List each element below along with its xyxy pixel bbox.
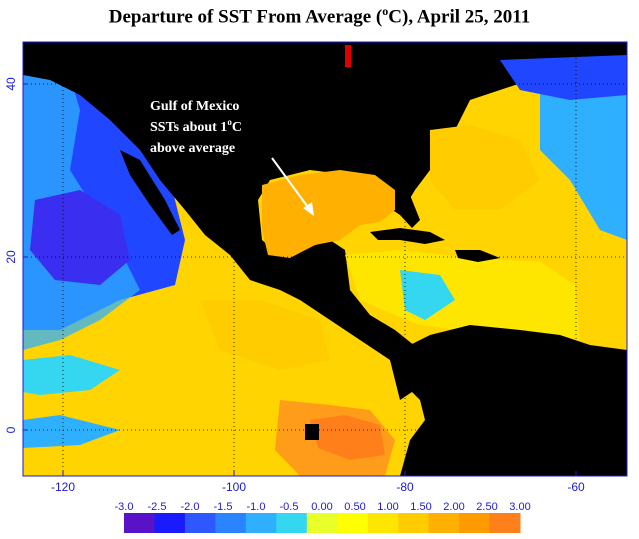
y-tick-1: 40	[4, 77, 28, 91]
pacific-hot-core	[310, 415, 385, 460]
atlantic-cool-anomaly	[540, 80, 627, 240]
florida-peninsula	[395, 190, 420, 228]
hispaniola-island	[455, 250, 500, 262]
gulf-of-mexico-anomaly	[262, 170, 395, 258]
y-tick-3: 0	[4, 426, 28, 433]
colorbar-swatch	[245, 513, 277, 533]
x-tick-2: -100	[222, 471, 246, 494]
caribbean-cool-patch	[400, 270, 455, 320]
annotation-arrowhead	[303, 202, 314, 216]
y-tick-label: 20	[4, 250, 18, 264]
atlantic-warm-patch	[430, 125, 540, 210]
y-tick-label: 40	[4, 77, 18, 91]
x-tick-label: -80	[396, 480, 414, 494]
colorbar-swatch	[276, 513, 308, 533]
colorbar-label: 1.50	[410, 501, 431, 513]
colorbar-label: -1.0	[247, 501, 266, 513]
grid-lines	[23, 42, 627, 476]
galapagos-islands	[305, 424, 319, 440]
colorbar-label: 2.00	[443, 501, 464, 513]
x-tick-3: -80	[396, 471, 414, 494]
colorbar: -3.0 -2.5 -2.0 -1.5 -1.0 -0.5 0.00 0.50 1.00 1.50…	[115, 501, 531, 533]
annotation-line-2: SSTs about 1oC	[150, 117, 242, 135]
pacific-warm-patch	[200, 300, 330, 370]
colorbar-swatch	[428, 513, 460, 533]
x-tick-label: -100	[222, 480, 246, 494]
colorbar-label: -2.0	[181, 501, 200, 513]
red-anomaly-mark	[345, 45, 351, 67]
x-tick-label: -120	[51, 480, 75, 494]
south-america-land	[390, 325, 627, 476]
x-axis: -120 -100 -80 -60	[51, 471, 585, 494]
colorbar-swatch	[489, 513, 521, 533]
colorbar-label: 3.00	[509, 501, 530, 513]
annotation-line-1: Gulf of Mexico	[150, 99, 239, 114]
colorbar-swatch	[337, 513, 369, 533]
colorbar-swatch	[398, 513, 430, 533]
colorbar-label: -3.0	[115, 501, 134, 513]
pacific-deep-cold-patch	[30, 190, 130, 285]
y-axis: 40 20 0	[4, 77, 28, 433]
x-tick-4: -60	[567, 471, 585, 494]
colorbar-label: -0.5	[280, 501, 299, 513]
colorbar-swatch	[124, 513, 155, 533]
pacific-cool-strip	[23, 355, 120, 395]
annotation-line-3: above average	[150, 141, 235, 156]
y-tick-2: 20	[4, 250, 28, 264]
colorbar-label: 0.50	[344, 501, 365, 513]
colorbar-label: 0.00	[311, 501, 332, 513]
colorbar-swatch	[367, 513, 399, 533]
colorbar-label: 2.50	[476, 501, 497, 513]
pacific-cool-strip-2	[23, 415, 120, 448]
map-plot-area: Gulf of Mexico SSTs about 1oC above aver…	[23, 42, 627, 476]
colorbar-swatch	[215, 513, 247, 533]
y-tick-label: 0	[4, 426, 18, 433]
colorbar-swatch	[459, 513, 491, 533]
colorbar-label: 1.00	[377, 501, 398, 513]
north-america-land	[23, 42, 627, 400]
baja-peninsula	[120, 150, 180, 235]
x-tick-1: -120	[51, 471, 75, 494]
colorbar-label: -1.5	[214, 501, 233, 513]
colorbar-swatch	[184, 513, 216, 533]
annotation-arrow-line	[271, 157, 311, 211]
map-frame	[22, 41, 628, 477]
cuba-island	[370, 228, 445, 244]
x-tick-label: -60	[567, 480, 585, 494]
colorbar-swatch	[154, 513, 186, 533]
colorbar-swatch	[306, 513, 338, 533]
map-title: Departure of SST From Average (oC), Apri…	[108, 4, 531, 28]
atlantic-cold-patch	[500, 55, 627, 100]
colorbar-label: -2.5	[148, 501, 167, 513]
